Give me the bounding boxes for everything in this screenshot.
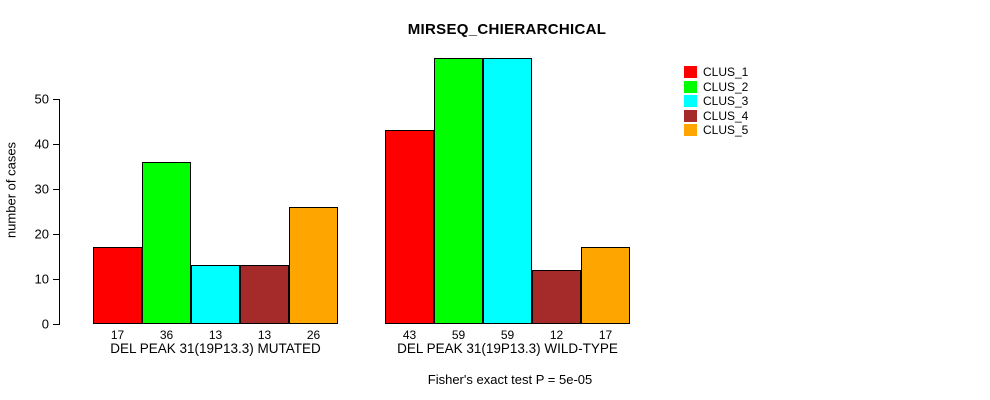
bar-value-label: 59: [500, 328, 515, 342]
legend-item: CLUS_3: [684, 95, 748, 107]
legend-label: CLUS_2: [703, 79, 749, 94]
y-tick-label: 30: [34, 181, 49, 197]
y-tick-label: 10: [34, 271, 49, 287]
legend-swatch: [684, 66, 697, 78]
y-tick-label: 0: [41, 316, 49, 332]
chart-title: MIRSEQ_CHIERARCHICAL: [407, 21, 607, 38]
x-group-label: DEL PEAK 31(19P13.3) MUTATED: [110, 341, 321, 356]
y-tick-label: 20: [34, 226, 49, 242]
bar-value-label: 26: [306, 328, 321, 342]
legend-label: CLUS_1: [703, 65, 749, 79]
legend-swatch: [684, 80, 697, 93]
bar-clus_5: [581, 247, 630, 324]
bar-clus_2: [142, 162, 191, 324]
bar-clus_2: [434, 58, 483, 324]
legend-item: CLUS_2: [684, 79, 749, 94]
legend-item: CLUS_4: [684, 108, 749, 123]
bar-value-label: 43: [402, 328, 417, 342]
bar-value-label: 13: [208, 328, 223, 342]
y-tick-mark: [53, 144, 59, 145]
bar-clus_1: [93, 247, 142, 324]
legend-label: CLUS_3: [703, 94, 749, 108]
bar-clus_4: [240, 265, 289, 324]
bar-value-label: 17: [598, 328, 613, 342]
y-axis-line: [59, 99, 60, 325]
x-group-label: DEL PEAK 31(19P13.3) WILD-TYPE: [397, 341, 618, 356]
legend-item: CLUS_5: [684, 124, 748, 136]
footer-annotation: Fisher's exact test P = 5e-05: [427, 372, 593, 387]
bar-clus_5: [289, 207, 338, 324]
legend-swatch: [684, 109, 697, 122]
y-tick-mark: [53, 324, 59, 325]
bar-value-label: 12: [549, 328, 564, 342]
y-tick-mark: [53, 189, 59, 190]
legend-swatch: [684, 124, 697, 136]
y-tick-mark: [53, 99, 59, 100]
y-axis-label: number of cases: [3, 141, 19, 239]
bar-clus_4: [532, 270, 581, 324]
bar-value-label: 17: [110, 328, 125, 342]
bar-clus_3: [191, 265, 240, 324]
y-tick-mark: [53, 279, 59, 280]
y-tick-label: 50: [34, 91, 49, 107]
y-tick-label: 40: [34, 136, 49, 152]
bar-value-label: 36: [159, 328, 174, 342]
legend: CLUS_1 CLUS_2 CLUS_3 CLUS_4 CLUS_5: [684, 66, 748, 136]
legend-label: CLUS_4: [703, 108, 749, 123]
legend-label: CLUS_5: [703, 123, 749, 137]
y-tick-mark: [53, 234, 59, 235]
bar-clus_1: [385, 130, 434, 324]
bar-value-label: 59: [451, 328, 466, 342]
legend-swatch: [684, 95, 697, 107]
bar-clus_3: [483, 58, 532, 324]
legend-item: CLUS_1: [684, 66, 748, 78]
bar-value-label: 13: [257, 328, 272, 342]
